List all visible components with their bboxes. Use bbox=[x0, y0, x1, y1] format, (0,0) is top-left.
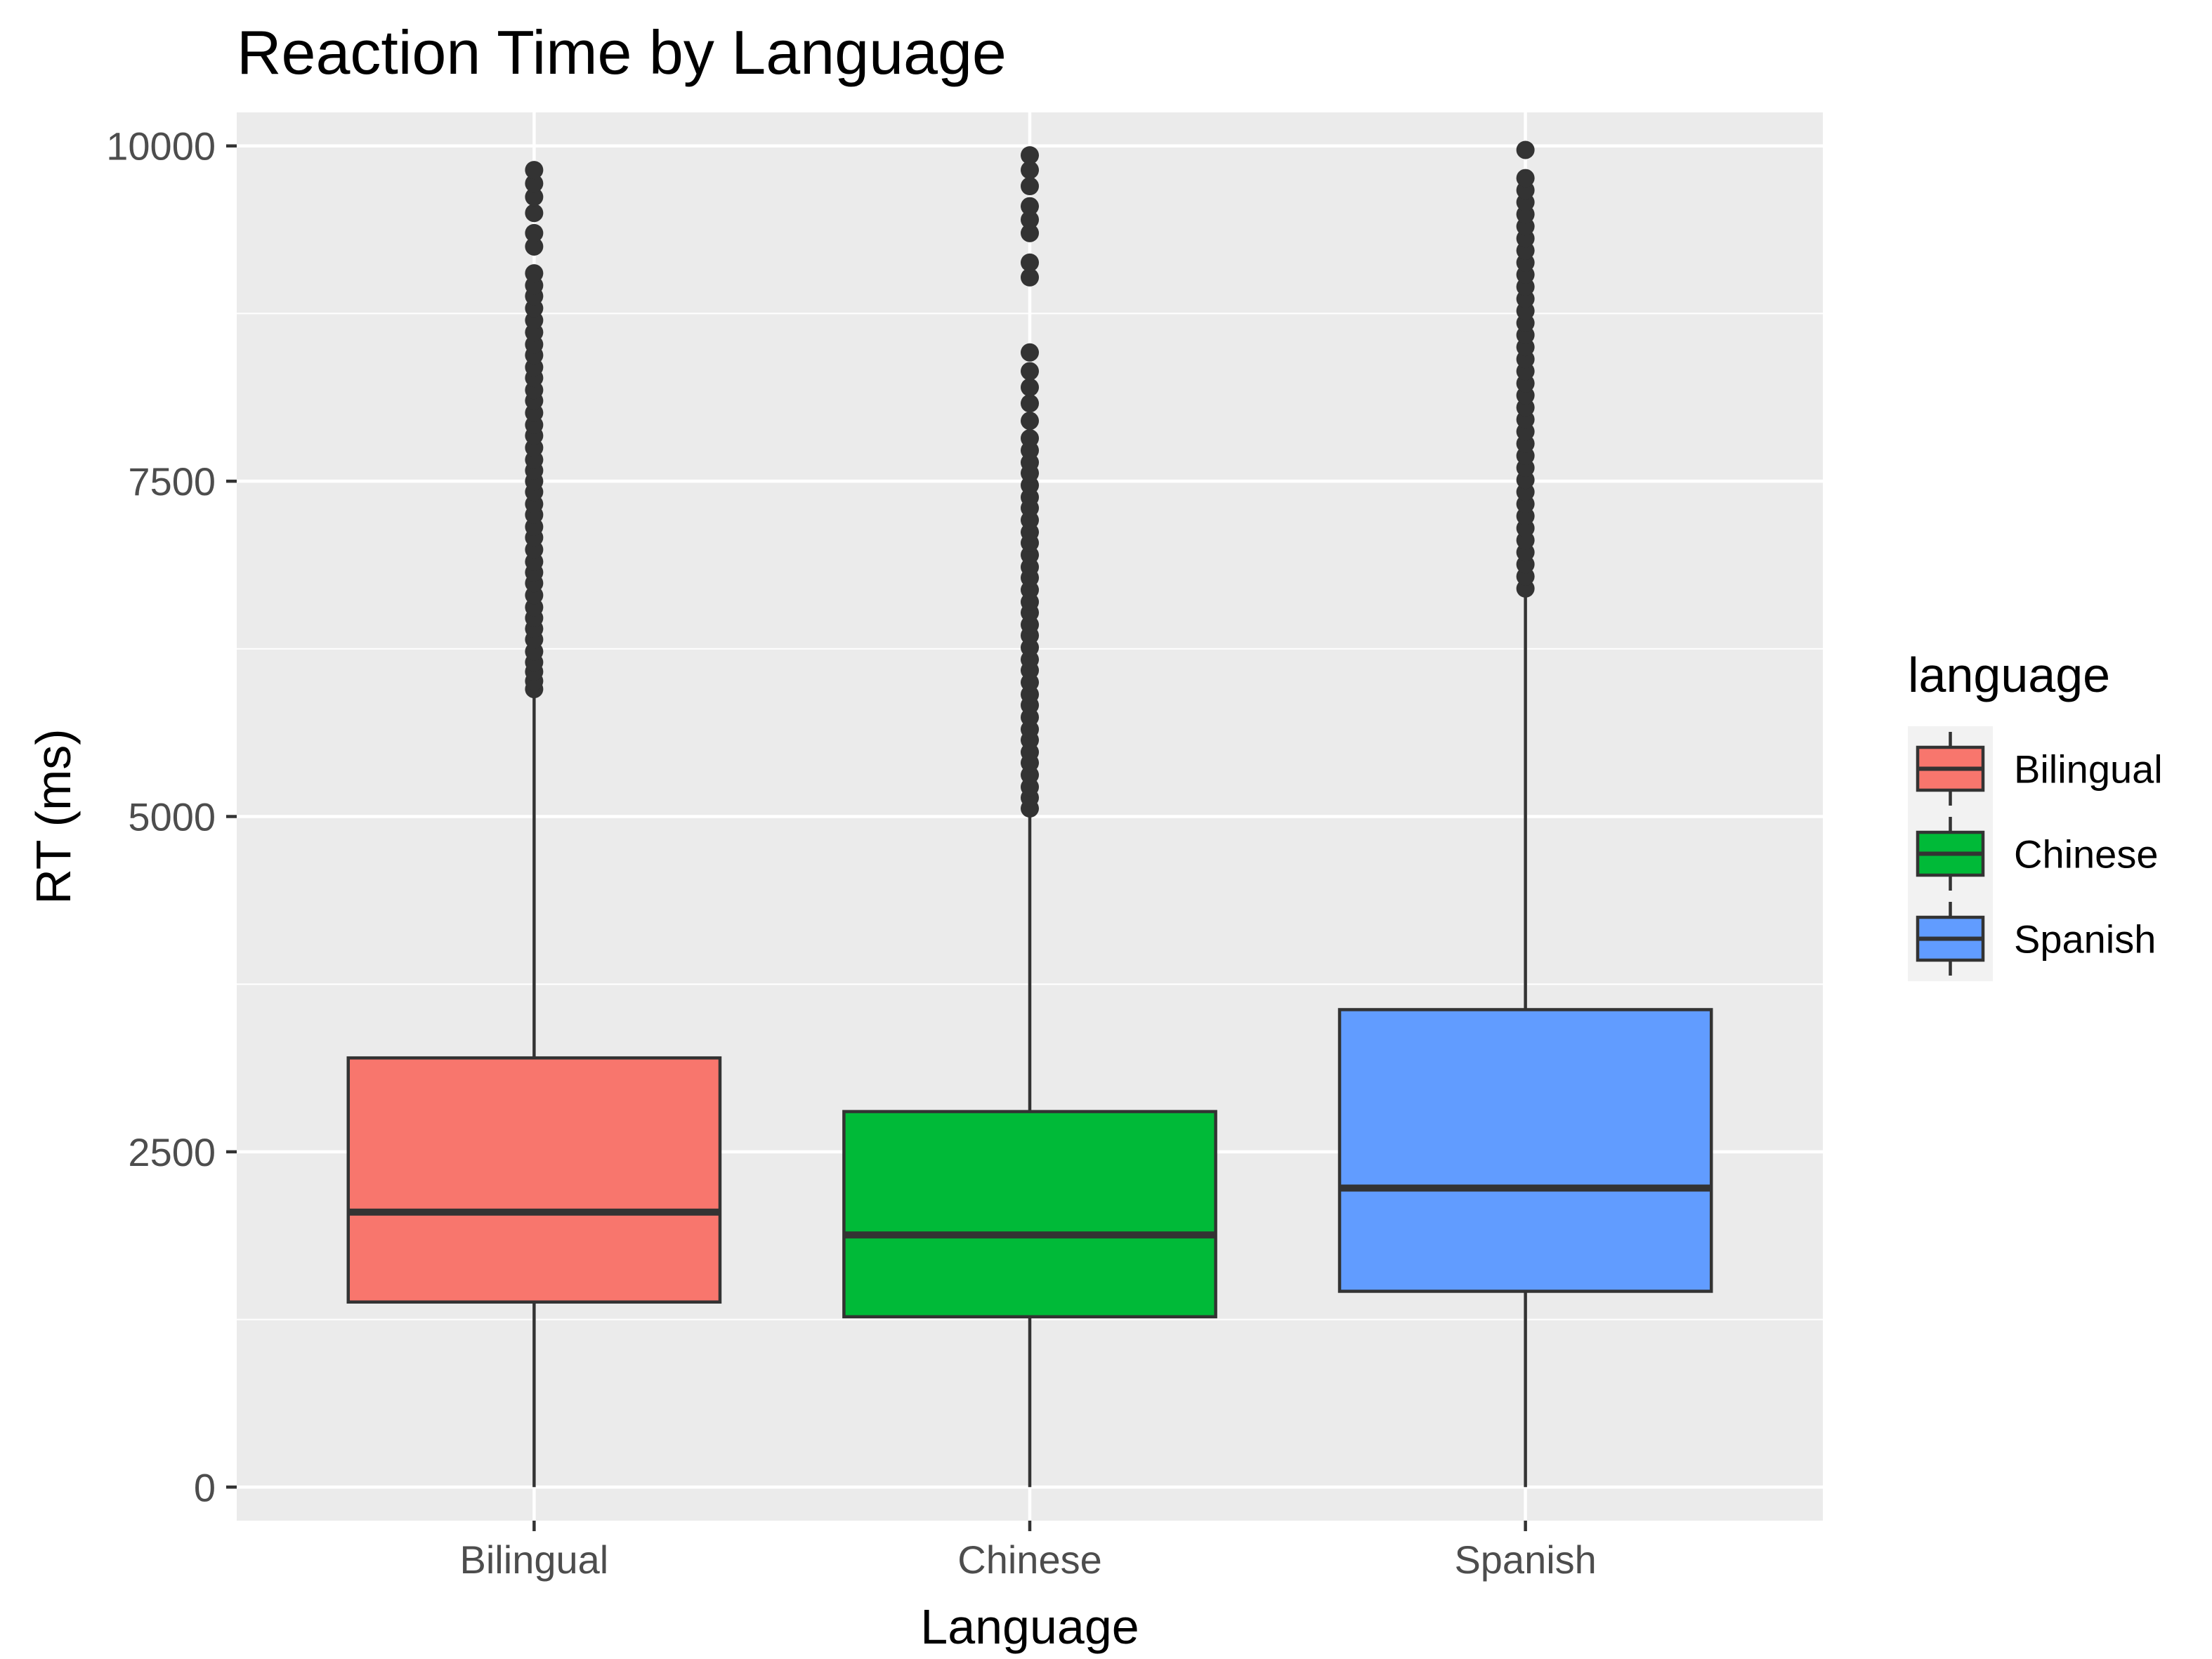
iqr-box bbox=[1337, 1008, 1713, 1293]
outlier-point bbox=[525, 223, 544, 242]
y-tick-label: 10000 bbox=[106, 124, 216, 169]
outlier-point bbox=[1021, 223, 1039, 242]
outlier-point bbox=[1021, 412, 1039, 431]
x-tick-label: Chinese bbox=[957, 1537, 1101, 1582]
outlier-point bbox=[1021, 343, 1039, 362]
legend-item-chinese: Chinese bbox=[1916, 817, 2158, 891]
outlier-point bbox=[525, 174, 544, 193]
outlier-point bbox=[525, 264, 544, 283]
outlier-point bbox=[1021, 197, 1039, 216]
y-axis: 0 2500 5000 7500 10000 bbox=[106, 124, 237, 1509]
boxes-layer bbox=[346, 140, 1713, 1488]
outlier-point bbox=[525, 188, 544, 206]
outlier-point bbox=[1021, 177, 1039, 196]
legend-label: Spanish bbox=[2014, 917, 2156, 962]
box-bilingual bbox=[346, 161, 722, 1488]
x-tick-label: Bilingual bbox=[460, 1537, 609, 1582]
x-axis: Bilingual Chinese Spanish bbox=[460, 1521, 1597, 1582]
outlier-point bbox=[525, 204, 544, 223]
outlier-point bbox=[1021, 161, 1039, 180]
outlier-point bbox=[1021, 268, 1039, 287]
outlier-point bbox=[1021, 394, 1039, 413]
y-tick-label: 2500 bbox=[128, 1130, 216, 1174]
outlier-point bbox=[1021, 210, 1039, 229]
outlier-point bbox=[1516, 169, 1535, 188]
y-axis-title: RT (ms) bbox=[26, 728, 81, 904]
outlier-point bbox=[525, 237, 544, 256]
y-tick-label: 5000 bbox=[128, 795, 216, 839]
y-tick-label: 7500 bbox=[128, 459, 216, 504]
outlier-point bbox=[525, 161, 544, 180]
legend-label: Chinese bbox=[2014, 832, 2158, 877]
legend-label: Bilingual bbox=[2014, 747, 2163, 792]
y-tick-label: 0 bbox=[194, 1465, 216, 1509]
legend-item-bilingual: Bilingual bbox=[1916, 732, 2163, 806]
legend-title: language bbox=[1908, 648, 2110, 702]
outlier-point bbox=[1021, 362, 1039, 381]
x-tick-label: Spanish bbox=[1454, 1537, 1596, 1582]
outlier-point bbox=[1021, 378, 1039, 397]
box-chinese bbox=[842, 146, 1217, 1488]
outlier-point bbox=[1021, 429, 1039, 448]
box-spanish bbox=[1337, 140, 1713, 1488]
iqr-box bbox=[346, 1056, 722, 1304]
legend-item-spanish: Spanish bbox=[1916, 902, 2156, 976]
outlier-point bbox=[1516, 140, 1535, 159]
outlier-point bbox=[1021, 253, 1039, 272]
x-axis-title: Language bbox=[920, 1599, 1139, 1654]
chart-title: Reaction Time by Language bbox=[237, 18, 1007, 87]
iqr-box bbox=[842, 1110, 1217, 1319]
legend: language Bilingual Chinese Spanish bbox=[1908, 648, 2163, 981]
outlier-point bbox=[1021, 146, 1039, 165]
